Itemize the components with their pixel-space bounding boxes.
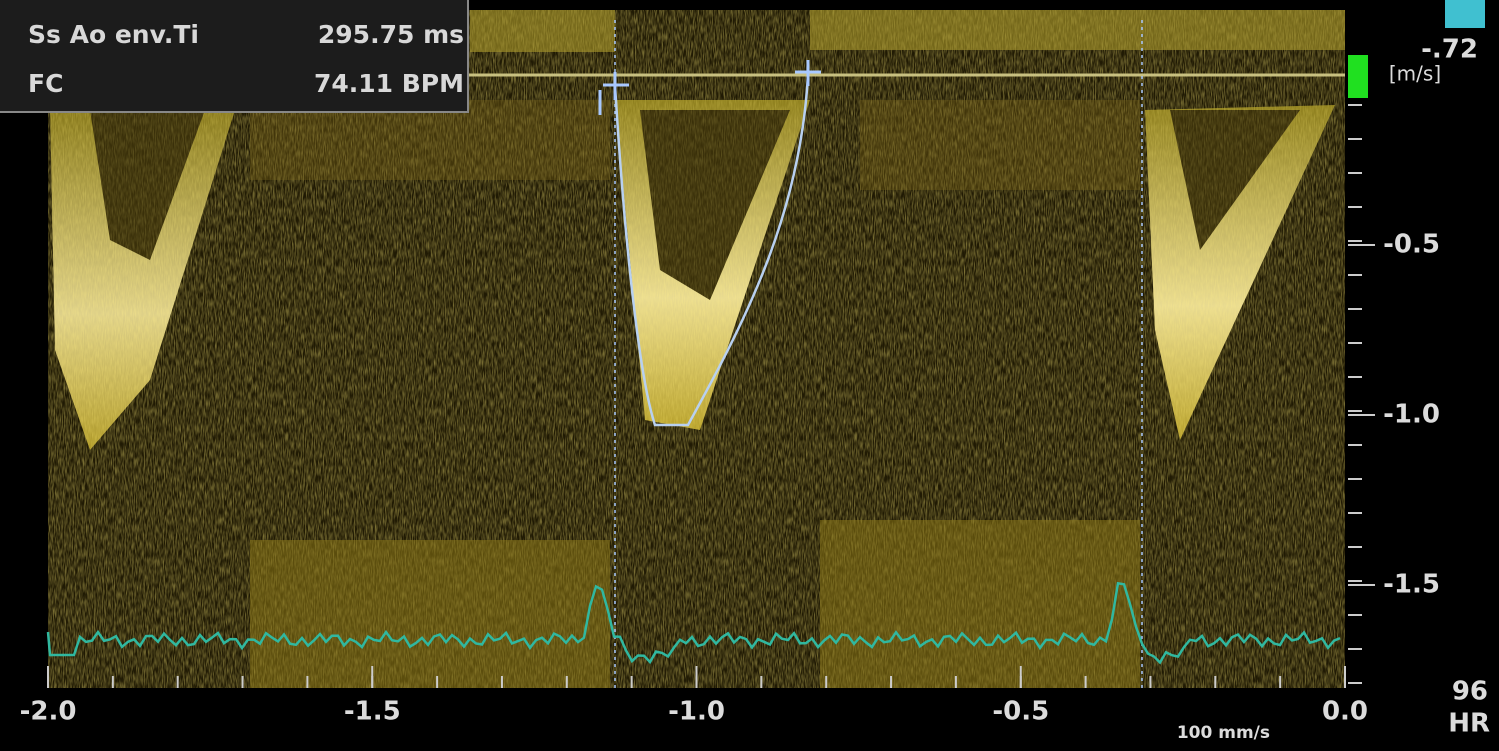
velocity-label: -1.5 (1383, 570, 1440, 600)
unit-label: [m/s] (1389, 62, 1441, 86)
time-label: -2.0 (20, 697, 77, 727)
sweep-speed: 100 mm/s (1177, 723, 1270, 743)
measurement-panel: Ss Ao env.Ti 295.75 ms FC 74.11 BPM (0, 0, 468, 112)
ultrasound-screen: -.72 [m/s] 100 mm/s 96 HR Ss Ao env.Ti 2… (0, 0, 1499, 751)
measurement-value: 74.11 BPM (314, 69, 464, 98)
measurement-value: 295.75 ms (318, 20, 464, 49)
measurement-label: Ss Ao env.Ti (28, 20, 199, 49)
scale-top-label: -.72 (1421, 35, 1478, 65)
heart-rate-label: HR (1448, 709, 1490, 739)
measurement-label: FC (28, 69, 63, 98)
time-label: -0.5 (992, 697, 1049, 727)
time-label: -1.0 (668, 697, 725, 727)
scale-marker (1348, 55, 1368, 98)
page: -.72 [m/s] 100 mm/s 96 HR Ss Ao env.Ti 2… (0, 0, 1499, 751)
velocity-label: -0.5 (1383, 230, 1440, 260)
time-label: -1.5 (344, 697, 401, 727)
heart-rate-value: 96 (1452, 677, 1488, 707)
color-indicator (1445, 0, 1485, 28)
velocity-label: -1.0 (1383, 400, 1440, 430)
time-label: 0.0 (1322, 697, 1368, 727)
